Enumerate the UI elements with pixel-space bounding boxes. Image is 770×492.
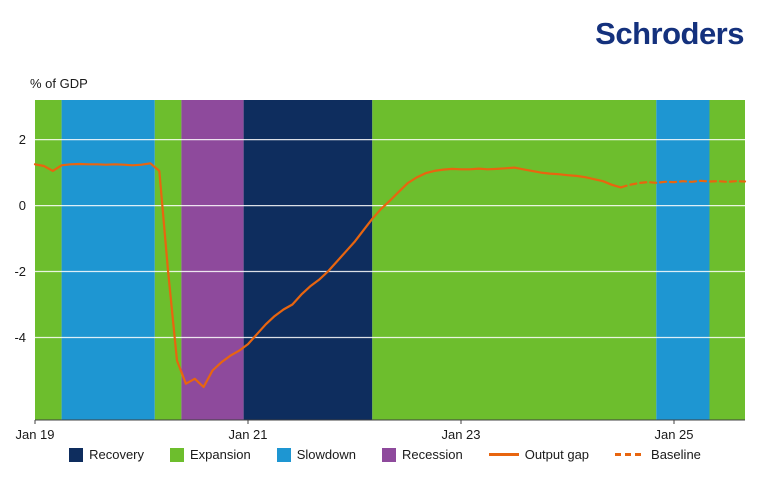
legend-item-expansion: Expansion [170,447,251,462]
phase-band-expansion [372,100,657,420]
y-tick-label: -4 [14,330,26,345]
legend-swatch-square [69,447,84,462]
x-tick-label: Jan 23 [441,427,480,442]
legend-label: Recession [402,447,463,462]
y-tick-label: 2 [19,132,26,147]
legend-swatch-square [276,447,291,462]
y-tick-label: 0 [19,198,26,213]
phase-band-recession [181,100,244,420]
phase-band-expansion [709,100,745,420]
x-tick-label: Jan 21 [228,427,267,442]
legend-item-recession: Recession [382,447,463,462]
legend-swatch-square [170,447,185,462]
legend-item-slowdown: Slowdown [276,447,356,462]
phase-band-slowdown [656,100,710,420]
legend-swatch-square [382,447,396,462]
legend-label: Baseline [651,447,701,462]
legend-item-baseline: Baseline [615,447,701,462]
phase-band-recovery [243,100,373,420]
legend-item-output-gap: Output gap [488,447,590,462]
output-gap-line [33,162,622,389]
legend-swatch-dashed-line [615,453,646,456]
y-tick-label: -2 [14,264,26,279]
legend-label: Expansion [190,447,251,462]
x-tick-label: Jan 25 [654,427,693,442]
y-axis-unit-label: % of GDP [30,76,88,91]
legend-swatch-line [488,453,519,456]
phase-band-expansion [35,100,62,420]
legend-label: Recovery [89,447,145,462]
output-gap-chart: 2 0 -2 -4 Jan 19 Jan 21 Jan 23 Jan 25 [14,100,747,442]
legend-item-recovery: Recovery [69,447,144,462]
schroders-logo: Schroders [595,16,744,51]
baseline-line [619,179,747,189]
legend-label: Slowdown [296,447,356,462]
legend-label: Output gap [524,447,590,462]
chart-legend: Recovery Expansion Slowdown Recession Output… [0,447,770,462]
phase-band-slowdown [61,100,155,420]
x-tick-label: Jan 19 [15,427,54,442]
